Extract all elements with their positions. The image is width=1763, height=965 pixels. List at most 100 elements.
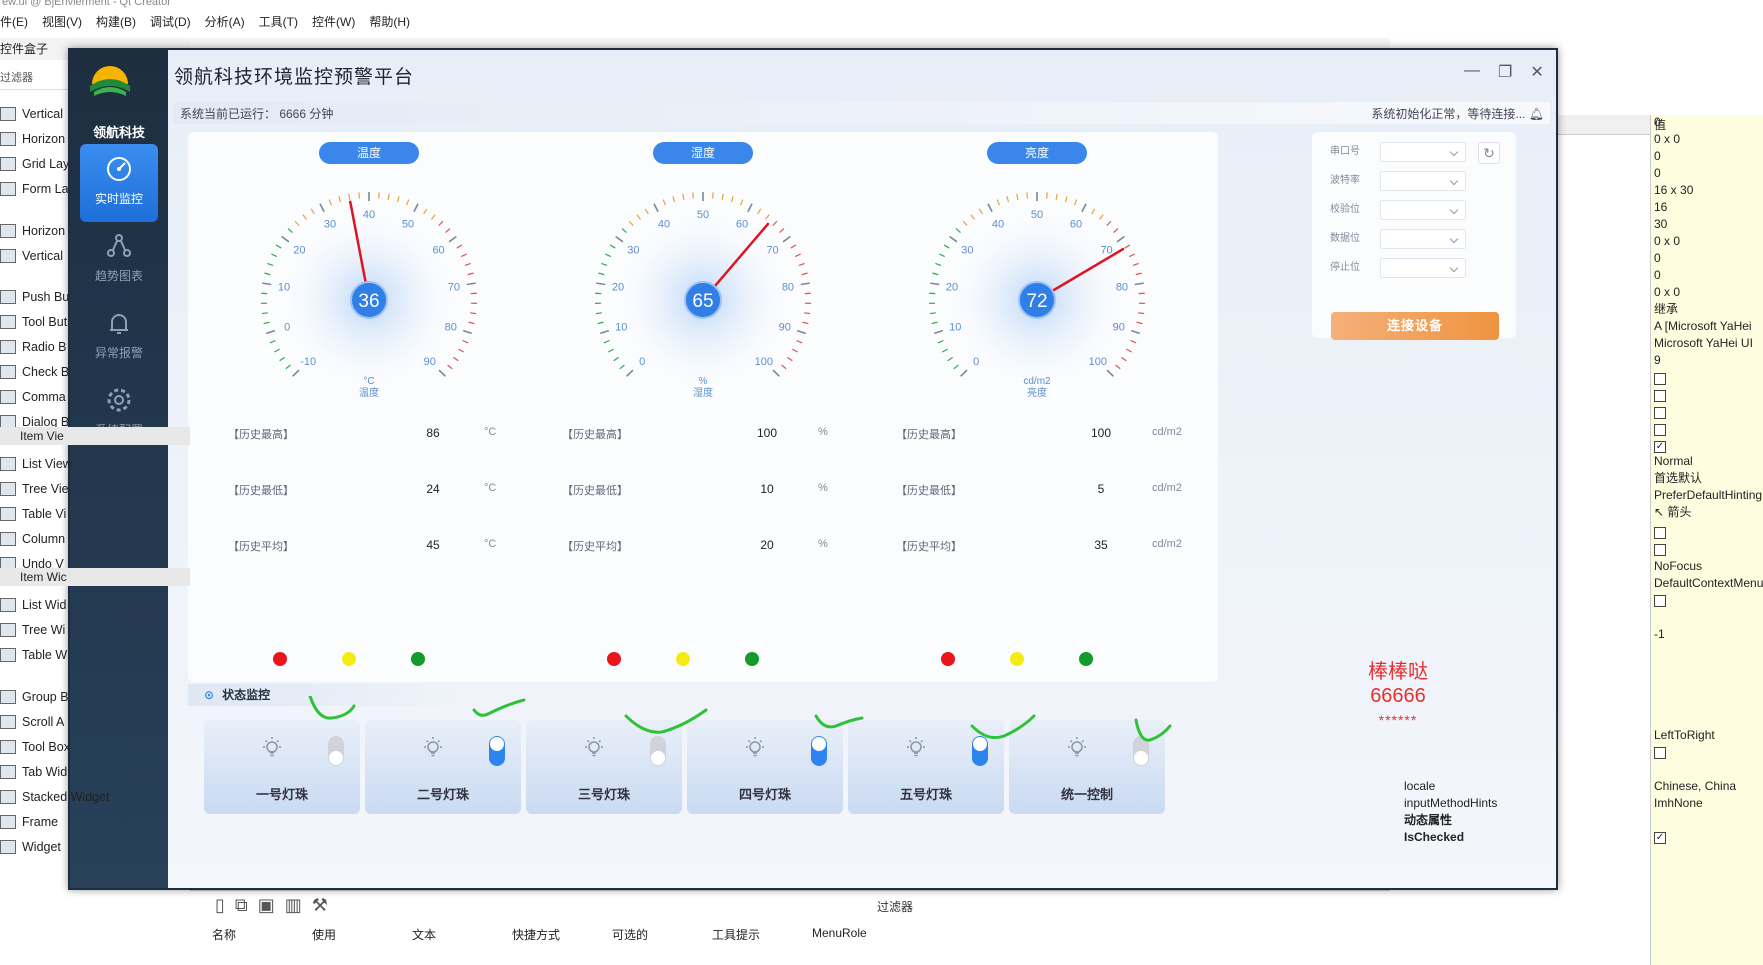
action-column-header[interactable]: MenuRole	[812, 926, 867, 940]
widget-box-item[interactable]: Horizon	[0, 128, 190, 150]
widget-box-item[interactable]: Grid Lay	[0, 153, 190, 175]
copy-icon[interactable]: ⧉	[234, 895, 248, 915]
property-checkbox[interactable]: ✓	[1654, 831, 1666, 844]
widget-box-item[interactable]: Tree Vie	[0, 478, 190, 500]
property-checkbox[interactable]	[1654, 526, 1666, 539]
widget-box-item[interactable]: Comma	[0, 386, 190, 408]
serial-field-select[interactable]	[1380, 258, 1466, 278]
light-card[interactable]: 四号灯珠	[687, 720, 843, 814]
property-value[interactable]: 0 x 0	[1654, 234, 1681, 248]
widget-box-item[interactable]: Column	[0, 528, 190, 550]
widget-box-item[interactable]: Radio B	[0, 336, 190, 358]
property-checkbox[interactable]	[1654, 594, 1666, 607]
property-value[interactable]: NoFocus	[1654, 559, 1703, 573]
property-value[interactable]: 0 x 0	[1654, 285, 1681, 299]
property-value[interactable]: 30	[1654, 217, 1668, 231]
property-value[interactable]: ↖ 箭头	[1654, 505, 1692, 519]
menu-item-6[interactable]: 控件(W)	[312, 14, 356, 29]
action-column-header[interactable]: 名称	[212, 928, 237, 942]
widget-box-category[interactable]: Item Wic	[0, 568, 190, 586]
wrench-icon[interactable]: ⚒	[311, 895, 328, 915]
property-value[interactable]: Normal	[1654, 454, 1693, 468]
action-column-header[interactable]: 快捷方式	[512, 928, 561, 942]
light-toggle[interactable]	[972, 736, 988, 766]
menu-item-0[interactable]: 件(E)	[0, 14, 28, 29]
menu-item-4[interactable]: 分析(A)	[204, 14, 245, 29]
light-card[interactable]: 二号灯珠	[365, 720, 521, 814]
serial-field-select[interactable]	[1380, 142, 1466, 162]
menu-item-5[interactable]: 工具(T)	[258, 14, 298, 29]
restore-icon[interactable]: ❐	[1498, 64, 1513, 81]
nav-item-1[interactable]: 趋势图表	[80, 221, 158, 299]
menu-item-3[interactable]: 调试(D)	[150, 14, 191, 29]
connect-button[interactable]: 连接设备	[1331, 312, 1499, 340]
property-checkbox-cell[interactable]	[1654, 591, 1763, 609]
action-column-header[interactable]: 使用	[312, 928, 337, 942]
property-checkbox-cell[interactable]	[1654, 523, 1763, 541]
widget-box-item[interactable]: List Wid	[0, 594, 190, 616]
widget-box-item[interactable]: Widget	[0, 836, 190, 858]
property-key[interactable]: IsChecked	[1404, 830, 1465, 844]
property-value[interactable]: DefaultContextMenu	[1654, 576, 1763, 590]
property-checkbox[interactable]	[1654, 372, 1666, 385]
widget-box-item[interactable]: Frame	[0, 811, 190, 833]
property-key[interactable]: locale	[1404, 779, 1436, 793]
property-value[interactable]: 0	[1654, 251, 1661, 265]
property-value[interactable]: 16 x 30	[1654, 183, 1694, 197]
property-checkbox-cell[interactable]	[1654, 369, 1763, 387]
widget-box-item[interactable]: Check B	[0, 361, 190, 383]
widget-box-item[interactable]: Vertical	[0, 245, 190, 267]
widget-box-item[interactable]: Horizon	[0, 220, 190, 242]
property-checkbox-cell[interactable]: ✓	[1654, 828, 1763, 846]
property-key[interactable]: 动态属性	[1404, 813, 1453, 827]
property-checkbox-cell[interactable]	[1654, 540, 1763, 558]
light-card[interactable]: 五号灯珠	[848, 720, 1004, 814]
widget-box-item[interactable]: Table W	[0, 644, 190, 666]
action-column-header[interactable]: 文本	[412, 928, 437, 942]
property-value[interactable]: Microsoft YaHei UI	[1654, 336, 1753, 350]
property-checkbox[interactable]	[1654, 746, 1666, 759]
serial-field-select[interactable]	[1380, 171, 1466, 191]
widget-box-item[interactable]: List View	[0, 453, 190, 475]
light-toggle[interactable]	[1133, 736, 1149, 766]
property-value[interactable]: LeftToRight	[1654, 728, 1715, 742]
menu-item-7[interactable]: 帮助(H)	[369, 14, 410, 29]
widget-box-item[interactable]: Stacked Widget	[0, 786, 190, 808]
light-card[interactable]: 一号灯珠	[204, 720, 360, 814]
minimize-icon[interactable]: —	[1464, 62, 1480, 79]
serial-field-select[interactable]	[1380, 200, 1466, 220]
menu-item-2[interactable]: 构建(B)	[96, 14, 136, 29]
widget-box-item[interactable]: Vertical	[0, 103, 190, 125]
property-key[interactable]: inputMethodHints	[1404, 796, 1498, 810]
property-value[interactable]: 0	[1654, 149, 1661, 163]
widget-box-item[interactable]: Dialog B	[0, 411, 190, 433]
action-filter[interactable]: 过滤器	[877, 900, 914, 914]
widget-box-item[interactable]: Tab Wid	[0, 761, 190, 783]
property-checkbox[interactable]	[1654, 406, 1666, 419]
widget-box-item[interactable]: Form La	[0, 178, 190, 200]
widget-box-item[interactable]: Undo V	[0, 553, 190, 575]
property-value[interactable]: ImhNone	[1654, 796, 1703, 810]
menu-item-1[interactable]: 视图(V)	[42, 14, 82, 29]
action-column-header[interactable]: 工具提示	[712, 928, 761, 942]
widget-box-item[interactable]: Push Bu	[0, 286, 190, 308]
property-value[interactable]: 0	[1654, 268, 1661, 282]
property-value[interactable]: 0 x 0	[1654, 132, 1681, 146]
widget-box-item[interactable]: Tree Wi	[0, 619, 190, 641]
close-icon[interactable]: ✕	[1530, 64, 1544, 81]
nav-item-2[interactable]: 异常报警	[80, 298, 158, 376]
widget-box-item[interactable]: Group B	[0, 686, 190, 708]
widget-box-item[interactable]: Table Vi	[0, 503, 190, 525]
action-column-header[interactable]: 可选的	[612, 928, 649, 942]
refresh-icon[interactable]: ↻	[1478, 142, 1500, 164]
widget-box-category[interactable]: Item Vie	[0, 427, 190, 445]
property-checkbox-cell[interactable]	[1654, 403, 1763, 421]
property-checkbox-cell[interactable]	[1654, 743, 1763, 761]
property-value[interactable]: A [Microsoft YaHei	[1654, 319, 1752, 333]
light-toggle[interactable]	[811, 736, 827, 766]
property-value[interactable]: 9	[1654, 353, 1661, 367]
light-toggle[interactable]	[328, 736, 344, 766]
widget-box-item[interactable]: Tool Box	[0, 736, 190, 758]
new-action-icon[interactable]: ▯	[215, 895, 225, 915]
widget-box-item[interactable]: Tool But	[0, 311, 190, 333]
